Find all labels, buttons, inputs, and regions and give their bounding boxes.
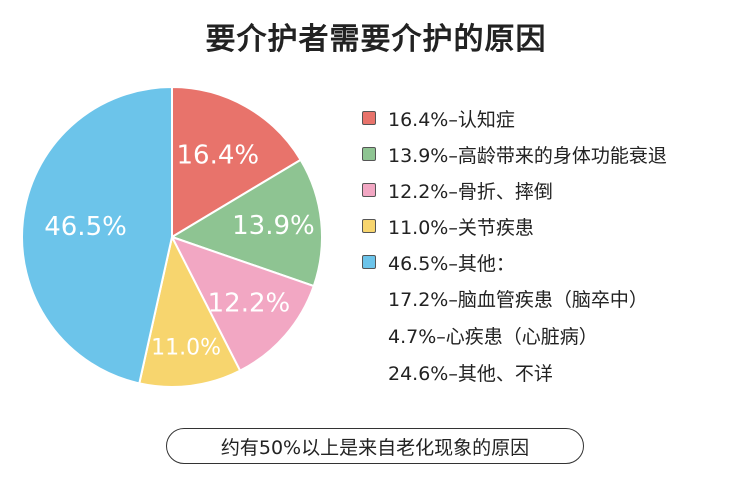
chart-title: 要介护者需要介护的原因 — [205, 22, 547, 57]
legend-item-other: 46.5%–其他： — [362, 244, 667, 280]
legend-subitem-unknown: 24.6%–其他、不详 — [388, 363, 553, 385]
legend-subitem-heart: 4.7%–心疾患（心脏病） — [388, 326, 598, 348]
pie-slice-fracture — [169, 235, 316, 372]
pie-slice-other — [21, 85, 173, 385]
legend-item-joint: 11.0%–关节疾患 — [362, 208, 667, 244]
pie-label-joint: 11.0% — [151, 336, 221, 361]
legend-swatch-aging — [362, 147, 376, 161]
legend: 16.4%–认知症 13.9%–高龄带来的身体功能衰退 12.2%–骨折、摔倒 … — [362, 100, 667, 391]
legend-swatch-other — [362, 255, 376, 269]
pie-slice-dementia — [171, 85, 303, 239]
pie-label-aging: 13.9% — [232, 211, 315, 241]
pie-label-fracture: 12.2% — [208, 288, 291, 318]
legend-item-aging: 13.9%–高龄带来的身体功能衰退 — [362, 136, 667, 172]
legend-label-joint: 11.0%–关节疾患 — [388, 216, 534, 239]
legend-label-dementia: 16.4%–认知症 — [388, 108, 515, 131]
legend-swatch-fracture — [362, 183, 376, 197]
legend-label-fracture: 12.2%–骨折、摔倒 — [388, 180, 553, 203]
footnote-box: 约有50%以上是来自老化现象的原因 — [166, 428, 584, 464]
legend-item-fracture: 12.2%–骨折、摔倒 — [362, 172, 667, 208]
legend-swatch-dementia — [362, 111, 376, 125]
legend-swatch-joint — [362, 219, 376, 233]
legend-subitem-stroke: 17.2%–脑血管疾患（脑卒中） — [388, 289, 648, 311]
legend-item-dementia: 16.4%–认知症 — [362, 100, 667, 136]
legend-label-aging: 13.9%–高龄带来的身体功能衰退 — [388, 144, 667, 167]
legend-label-other: 46.5%–其他： — [388, 252, 515, 275]
pie-label-other: 46.5% — [44, 212, 127, 242]
pie-label-dementia: 16.4% — [177, 141, 260, 171]
pie-slice-aging — [169, 158, 323, 288]
